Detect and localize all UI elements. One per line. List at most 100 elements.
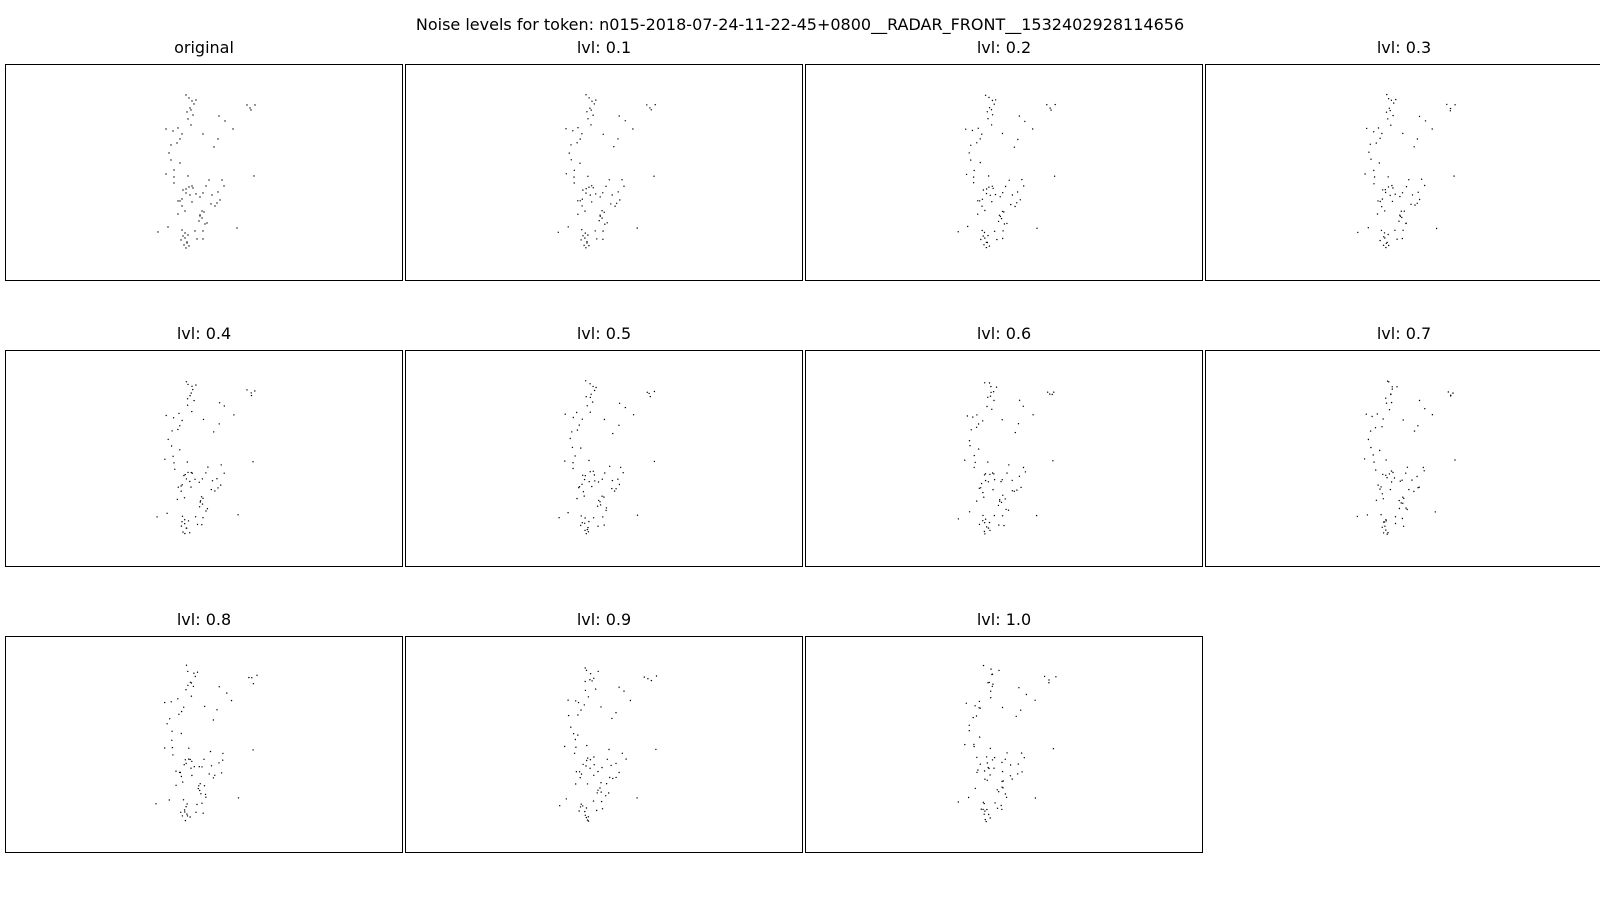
scatter-point bbox=[580, 239, 582, 241]
scatter-point bbox=[965, 173, 968, 176]
scatter-point bbox=[618, 686, 620, 688]
scatter-point bbox=[998, 791, 1000, 793]
scatter-point bbox=[195, 193, 197, 195]
scatter-point bbox=[1022, 405, 1024, 407]
scatter-point bbox=[1036, 227, 1038, 229]
scatter-point bbox=[597, 525, 599, 527]
scatter-point bbox=[1376, 413, 1378, 415]
scatter-point bbox=[1418, 115, 1421, 118]
scatter-point bbox=[1402, 229, 1404, 231]
scatter-point bbox=[1382, 521, 1385, 523]
scatter-point bbox=[968, 152, 970, 154]
scatter-point bbox=[565, 798, 567, 800]
scatter-point bbox=[976, 756, 978, 759]
scatter-point bbox=[171, 739, 173, 741]
scatter-point bbox=[199, 500, 202, 502]
scatter-point bbox=[591, 401, 594, 403]
scatter-point bbox=[185, 188, 187, 190]
scatter-point bbox=[612, 432, 614, 435]
scatter-point bbox=[196, 523, 199, 526]
scatter-point bbox=[168, 799, 170, 801]
subplot-panel: lvl: 1.0 bbox=[805, 610, 1203, 853]
scatter-point bbox=[983, 244, 985, 246]
scatter-point bbox=[1001, 808, 1003, 811]
scatter-point bbox=[596, 809, 598, 812]
scatter-point bbox=[974, 787, 976, 790]
scatter-point bbox=[575, 783, 577, 785]
scatter-point bbox=[1005, 796, 1008, 798]
scatter-point bbox=[1379, 449, 1381, 452]
scatter-point bbox=[1381, 198, 1384, 200]
scatter-point bbox=[1384, 525, 1386, 527]
scatter-point bbox=[1017, 773, 1019, 775]
scatter-point bbox=[621, 752, 623, 754]
scatter-point bbox=[170, 159, 172, 161]
scatter-point bbox=[989, 473, 991, 476]
scatter-point bbox=[1384, 210, 1386, 212]
scatter-point bbox=[1004, 758, 1006, 760]
scatter-point bbox=[1382, 418, 1384, 420]
subplot-title: lvl: 0.8 bbox=[176, 610, 232, 629]
scatter-point bbox=[1416, 202, 1418, 204]
scatter-point bbox=[1023, 757, 1025, 759]
scatter-point bbox=[571, 446, 574, 449]
scatter-point bbox=[1049, 107, 1051, 109]
subplot-title: lvl: 1.0 bbox=[976, 610, 1032, 629]
subplot-panel: lvl: 0.1 bbox=[405, 38, 803, 281]
scatter-point bbox=[968, 724, 970, 726]
scatter-point bbox=[589, 396, 591, 399]
scatter-point bbox=[590, 124, 592, 126]
scatter-point bbox=[1052, 748, 1055, 750]
scatter-point bbox=[590, 109, 592, 111]
scatter-point bbox=[1402, 525, 1405, 527]
scatter-point bbox=[580, 773, 583, 775]
scatter-point bbox=[578, 771, 581, 773]
scatter-point bbox=[194, 230, 196, 232]
scatter-point bbox=[1006, 472, 1008, 474]
scatter-point bbox=[196, 671, 199, 673]
scatter-point bbox=[1386, 241, 1388, 244]
scatter-point bbox=[618, 771, 620, 774]
scatter-point bbox=[978, 736, 981, 738]
scatter-point bbox=[192, 187, 194, 189]
scatter-point bbox=[1379, 488, 1381, 490]
scatter-point bbox=[1405, 472, 1407, 474]
scatter-point bbox=[981, 205, 983, 207]
scatter-point bbox=[186, 815, 189, 817]
scatter-point bbox=[992, 683, 994, 685]
scatter-point bbox=[191, 385, 193, 387]
scatter-point bbox=[987, 527, 990, 529]
scatter-point bbox=[1394, 193, 1396, 195]
scatter-point bbox=[983, 496, 985, 498]
scatter-point bbox=[251, 677, 253, 679]
scatter-point bbox=[1390, 401, 1393, 404]
scatter-point bbox=[218, 686, 220, 688]
scatter-point bbox=[986, 808, 988, 811]
scatter-point bbox=[1424, 184, 1426, 187]
scatter-point bbox=[601, 210, 603, 212]
scatter-point bbox=[177, 127, 179, 129]
scatter-point bbox=[587, 234, 589, 236]
scatter-point bbox=[583, 244, 585, 246]
scatter-point bbox=[1381, 426, 1383, 428]
scatter-point bbox=[994, 802, 996, 804]
subplot-title: lvl: 0.4 bbox=[176, 324, 232, 343]
scatter-point bbox=[589, 767, 591, 769]
scatter-plot bbox=[1356, 380, 1456, 535]
scatter-point bbox=[191, 201, 193, 203]
scatter-point bbox=[1386, 380, 1389, 382]
scatter-point bbox=[1047, 391, 1049, 393]
scatter-point bbox=[189, 194, 191, 196]
scatter-point bbox=[179, 771, 182, 774]
scatter-point bbox=[1373, 176, 1376, 178]
scatter-point bbox=[1386, 533, 1388, 535]
scatter-point bbox=[600, 706, 602, 708]
scatter-point bbox=[180, 490, 182, 492]
scatter-point bbox=[977, 200, 979, 202]
scatter-point bbox=[1373, 169, 1375, 172]
scatter-point bbox=[602, 238, 604, 240]
scatter-plot bbox=[1357, 93, 1456, 249]
scatter-point bbox=[579, 162, 581, 164]
scatter-point bbox=[192, 685, 195, 688]
scatter-point bbox=[990, 385, 992, 388]
